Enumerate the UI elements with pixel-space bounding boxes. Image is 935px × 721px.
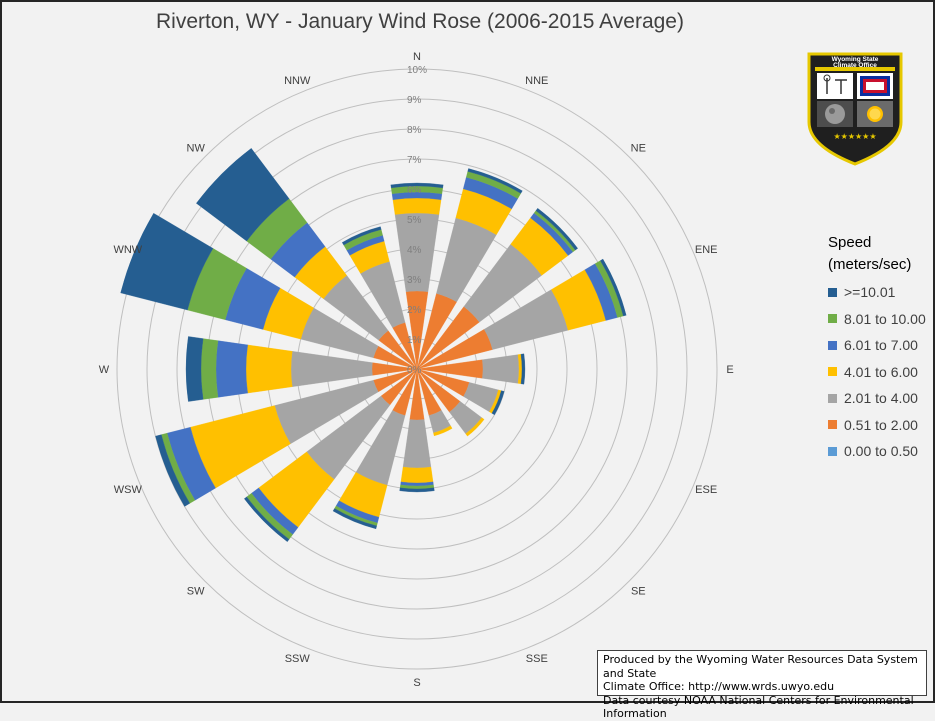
radial-tick-label: 4% [407, 245, 422, 256]
legend-swatch [828, 446, 837, 456]
direction-label-ssw: SSW [285, 653, 311, 665]
radial-tick-label: 7% [407, 155, 422, 166]
wedge-w [200, 338, 219, 400]
wedge-ne [535, 208, 578, 251]
direction-label-w: W [99, 364, 110, 376]
grid-ring [176, 128, 658, 610]
direction-label-s: S [413, 677, 420, 689]
wedge-w [245, 344, 293, 394]
legend-swatch [828, 393, 837, 403]
logo-text-2: Climate Office [833, 62, 877, 69]
legend-title: Speed (meters/sec) [828, 232, 933, 276]
legend-item: 2.01 to 4.00 [828, 385, 933, 412]
direction-label-ene: ENE [695, 244, 718, 256]
direction-label-sse: SSE [526, 653, 548, 665]
direction-label-ne: NE [631, 143, 646, 155]
radial-tick-labels: 0% 1% 2% 3% 4% 5% 6% 7% 8% 9% 10% [407, 65, 427, 376]
radial-tick-label: 9% [407, 95, 422, 106]
logo-text-1: Wyoming State [832, 56, 879, 63]
wedge-ese [491, 390, 505, 416]
wedge-nnw [341, 226, 382, 246]
radial-tick-label: 6% [407, 185, 422, 196]
legend-label: 6.01 to 7.00 [844, 337, 918, 354]
legend-label: >=10.01 [844, 284, 896, 301]
legend-swatch [828, 287, 837, 297]
legend-label: 0.51 to 2.00 [844, 416, 918, 433]
grid-ring [116, 68, 718, 670]
legend-item: >=10.01 [828, 279, 933, 306]
legend-label: 2.01 to 4.00 [844, 390, 918, 407]
legend-item: 8.01 to 10.00 [828, 306, 933, 333]
wedge-s [402, 419, 432, 469]
wedge-s [400, 466, 434, 484]
wedge-e [520, 353, 526, 385]
wedge-nne [467, 168, 523, 194]
legend-swatch [828, 340, 837, 350]
legend-title-line2: (meters/sec) [828, 256, 912, 273]
radial-tick-label: 10% [407, 65, 427, 76]
state-climate-office-logo: Wyoming State Climate Office ★★★★★★ [807, 52, 903, 166]
legend-item: 4.01 to 6.00 [828, 359, 933, 386]
wedge-ene [600, 258, 627, 317]
credit-box: Produced by the Wyoming Water Resources … [597, 650, 927, 720]
grid-ring [146, 98, 688, 640]
legend-label: 8.01 to 10.00 [844, 310, 926, 327]
direction-label-e: E [726, 364, 733, 376]
wedge-ssw [332, 508, 377, 529]
radial-tick-label: 5% [407, 215, 422, 226]
wedge-wsw [155, 434, 190, 507]
radial-tick-label: 2% [407, 305, 422, 316]
legend-swatch [828, 420, 837, 430]
legend-label: 4.01 to 6.00 [844, 363, 918, 380]
wind-rose-chart: 0% 1% 2% 3% 4% 5% 6% 7% 8% 9% 10% N NNE NE ENE E ESE SE S… [99, 51, 734, 689]
wedge-e [482, 354, 520, 384]
wedge-n [405, 290, 429, 370]
wedge-w [185, 336, 204, 402]
direction-label-wsw: WSW [114, 484, 143, 496]
legend-title-line1: Speed [828, 234, 872, 251]
direction-label-wnw: WNW [113, 244, 142, 256]
direction-labels: N NNE NE ENE E ESE SE SSE S SSW SW WSW W WNW NW NNW [99, 51, 734, 689]
direction-label-nne: NNE [525, 75, 548, 87]
legend-item: 6.01 to 7.00 [828, 332, 933, 359]
legend-label: 0.00 to 0.50 [844, 443, 918, 460]
wedge-se [465, 417, 485, 437]
wedge-e [416, 359, 484, 379]
legend-item: 0.00 to 0.50 [828, 438, 933, 465]
legend: Speed (meters/sec) >=10.01 8.01 to 10.00 6… [828, 232, 933, 465]
legend-items: >=10.01 8.01 to 10.00 6.01 to 7.00 4.01 to … [828, 279, 933, 465]
direction-label-nw: NW [187, 143, 206, 155]
wedge-layer [120, 148, 627, 542]
credit-line1: Produced by the Wyoming Water Resources … [603, 653, 918, 680]
direction-label-se: SE [631, 585, 646, 597]
legend-swatch [828, 367, 837, 377]
wedge-nw [196, 148, 290, 242]
radial-tick-label: 1% [407, 335, 422, 346]
wedge-s [409, 368, 425, 421]
direction-label-ese: ESE [695, 484, 717, 496]
credit-line3: Data courtesy NOAA National Centers for … [603, 693, 914, 721]
wedge-sw [244, 496, 290, 542]
radial-tick-label: 8% [407, 125, 422, 136]
logo-stars: ★★★★★★ [833, 132, 876, 141]
direction-label-sw: SW [187, 585, 205, 597]
wedge-s [399, 487, 435, 493]
direction-label-n: N [413, 51, 421, 63]
legend-item: 0.51 to 2.00 [828, 412, 933, 439]
radial-tick-label: 3% [407, 275, 422, 286]
wedge-wnw [120, 213, 214, 311]
radial-tick-label: 0% [407, 365, 422, 376]
wedge-n [390, 182, 444, 188]
wedge-w [215, 340, 248, 398]
direction-label-nnw: NNW [284, 75, 311, 87]
legend-swatch [828, 314, 837, 324]
wedge-n [392, 197, 442, 215]
wedge-sse [433, 425, 453, 437]
wedge-w [290, 351, 373, 387]
credit-line2: Climate Office: http://www.wrds.uwyo.edu [603, 680, 835, 693]
chart-title: Riverton, WY - January Wind Rose (2006-2… [156, 10, 684, 33]
